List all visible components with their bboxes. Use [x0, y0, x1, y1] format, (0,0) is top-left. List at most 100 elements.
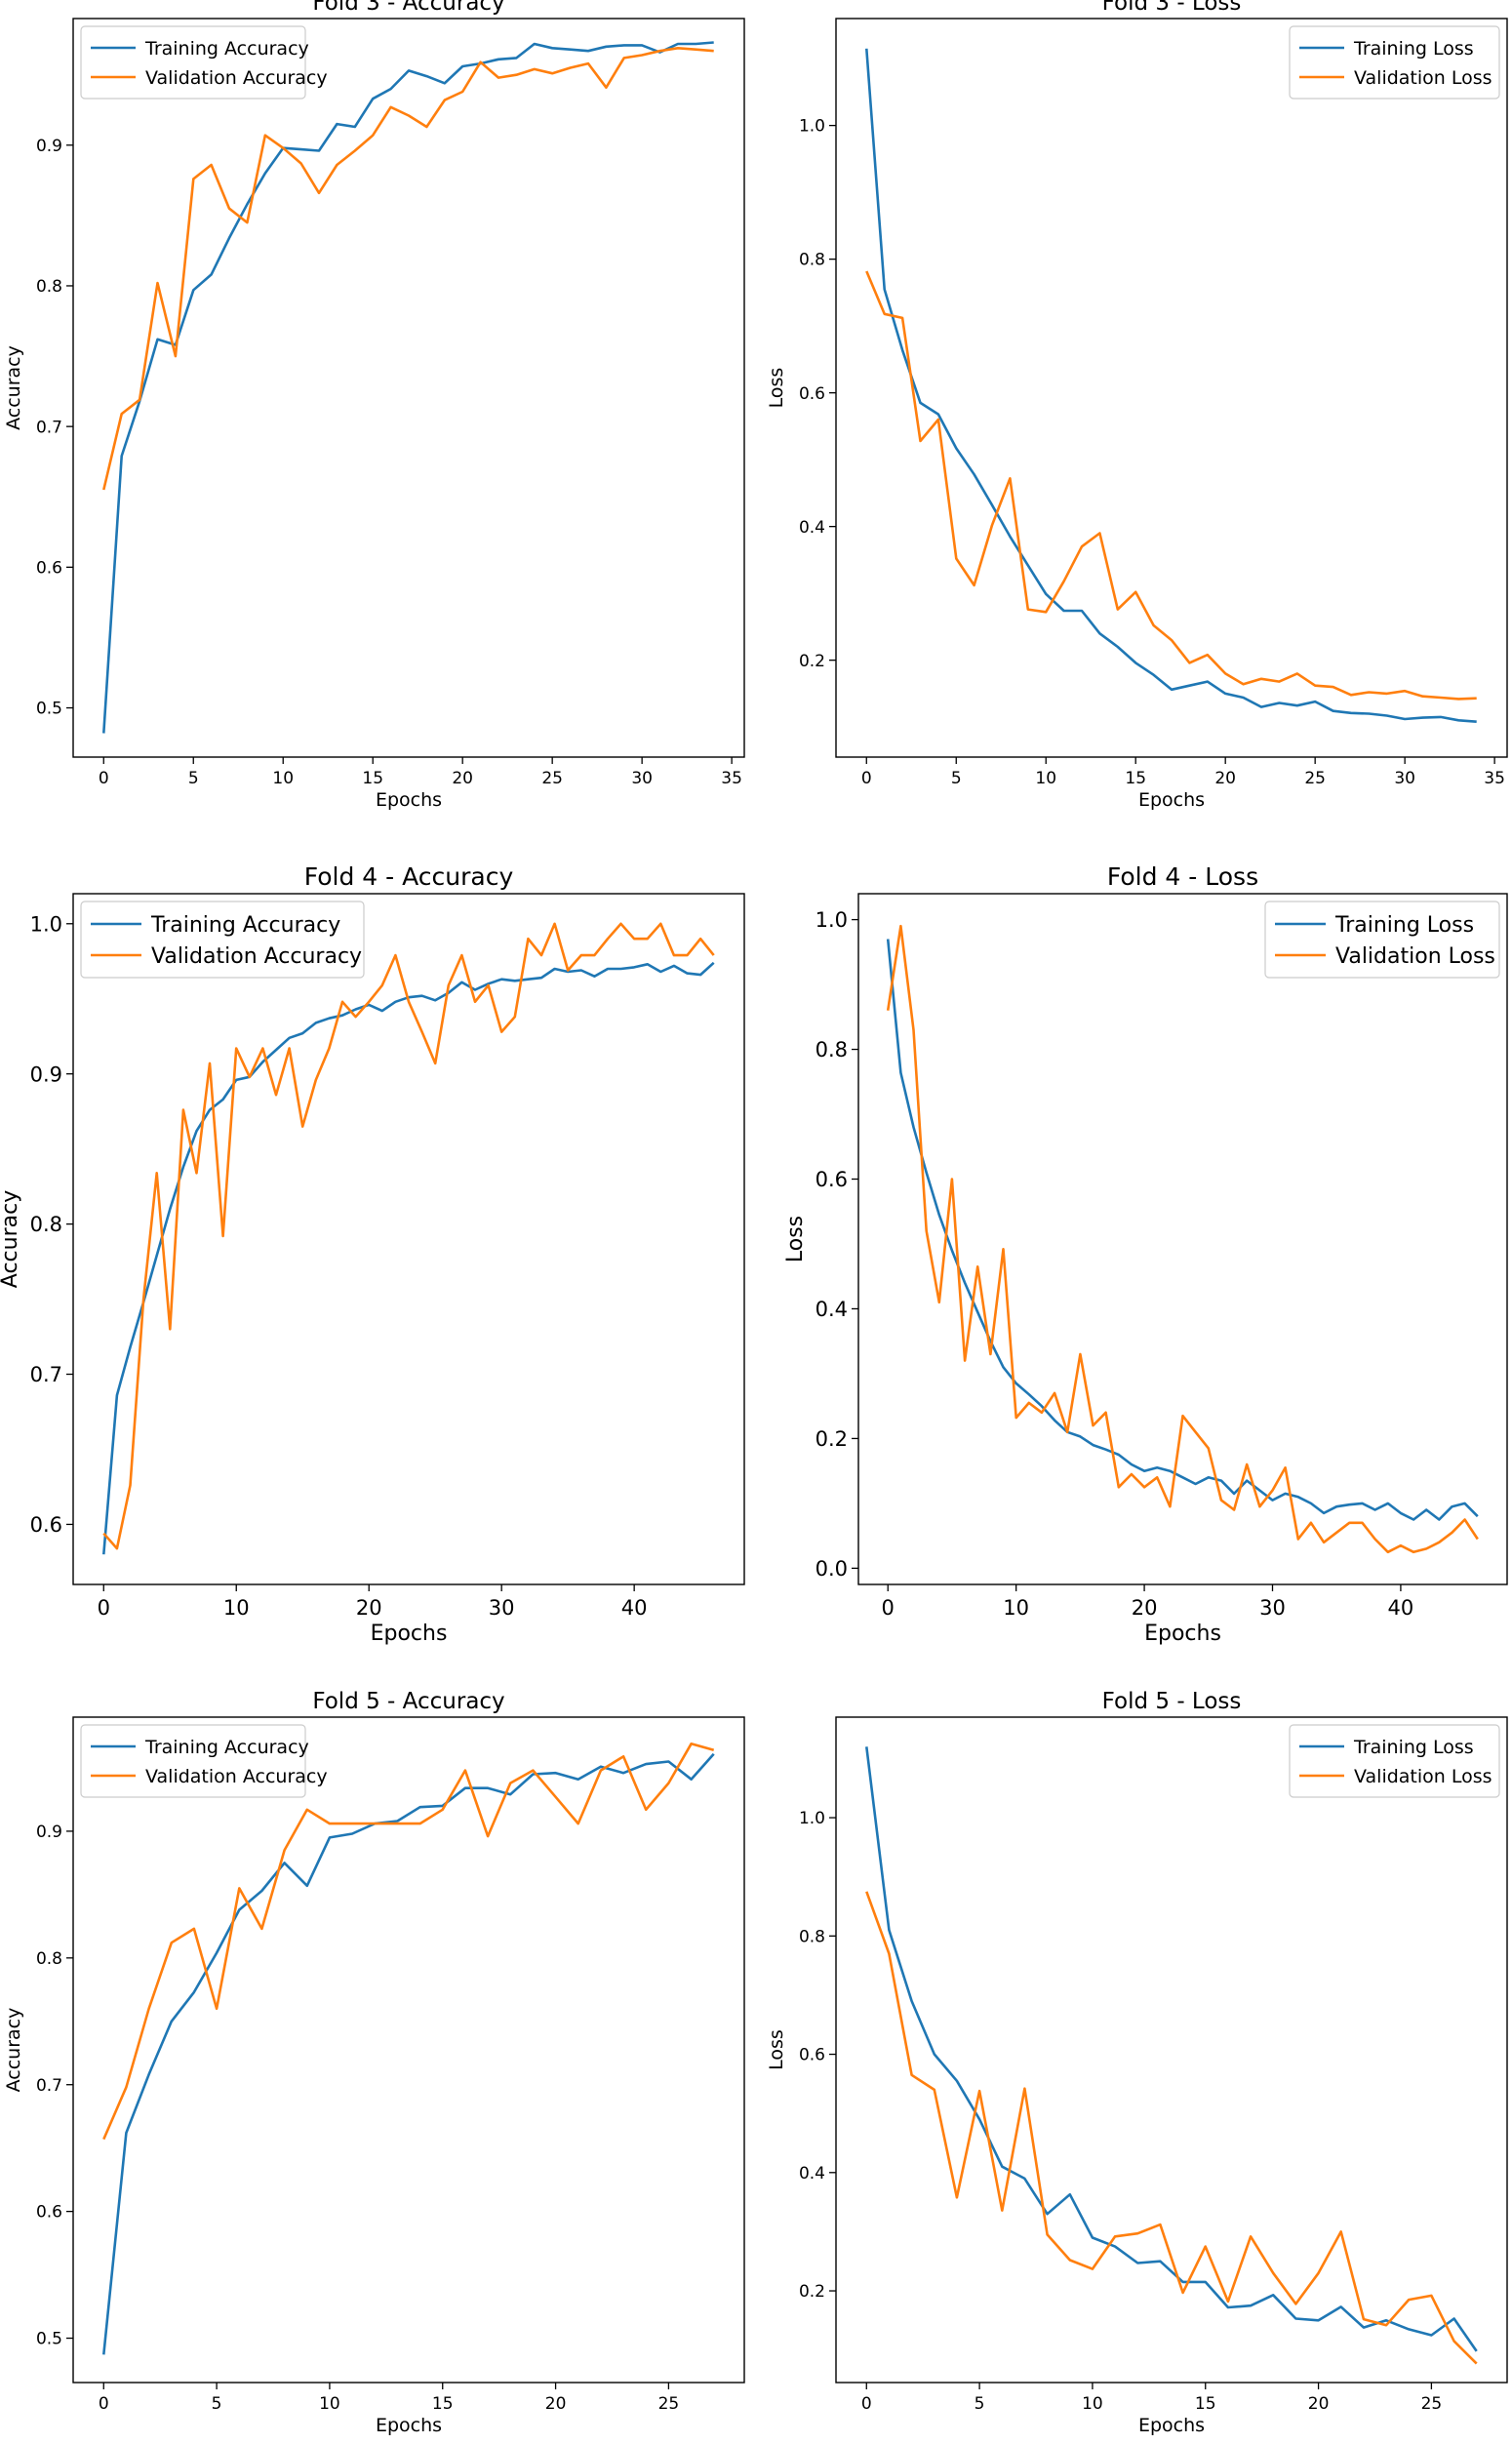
- y-tick-label: 0.8: [816, 1038, 848, 1062]
- y-axis-label: Loss: [783, 1216, 808, 1262]
- x-tick-label: 20: [356, 1596, 382, 1620]
- chart-title: Fold 5 - Loss: [1102, 1689, 1242, 1714]
- x-tick-label: 25: [658, 2394, 680, 2414]
- y-tick-label: 0.5: [36, 2330, 62, 2349]
- chart-panel-4: 0 10 20 30 40 0.0 0.2 0.4 0.6 0.8 1.0 Fold 4 - Loss…: [783, 862, 1508, 1646]
- legend-label-training: Training Accuracy: [144, 1737, 309, 1758]
- x-tick-label: 20: [452, 769, 473, 788]
- x-tick-label: 25: [1421, 2394, 1443, 2414]
- series-line-validation: [102, 1743, 715, 2141]
- y-tick-label: 0.6: [799, 2046, 825, 2065]
- y-tick-label: 0.9: [36, 1823, 62, 1842]
- x-tick-label: 30: [1394, 769, 1415, 788]
- x-tick-label: 15: [432, 2394, 454, 2414]
- x-tick-label: 30: [631, 769, 653, 788]
- legend-label-validation: Validation Accuracy: [145, 67, 328, 89]
- y-tick-label: 0.2: [799, 652, 825, 671]
- series-line-training: [102, 1752, 715, 2355]
- series-line-training: [886, 939, 1479, 1521]
- y-tick-label: 0.8: [36, 277, 62, 297]
- y-tick-label: 0.8: [799, 251, 825, 270]
- y-axis-label: Accuracy: [0, 1190, 22, 1288]
- legend-box: [80, 901, 365, 979]
- y-axis-label: Accuracy: [3, 2008, 24, 2093]
- x-tick-label: 5: [975, 2394, 985, 2414]
- y-tick-label: 0.9: [30, 1062, 62, 1086]
- x-axis-label: Epochs: [1138, 2415, 1205, 2436]
- y-tick-label: 0.4: [799, 518, 825, 538]
- legend-label-training: Training Accuracy: [144, 38, 309, 60]
- series-line-training: [865, 1746, 1478, 2352]
- series-line-training: [102, 961, 715, 1555]
- x-axis-label: Epochs: [376, 789, 442, 811]
- x-tick-label: 10: [1082, 2394, 1103, 2414]
- chart-panel-3: 0 10 20 30 40 0.6 0.7 0.8 0.9 1.0 Fold 4 - Accurac…: [0, 862, 745, 1646]
- y-tick-label: 0.6: [36, 2203, 62, 2223]
- y-tick-label: 1.0: [799, 1809, 825, 1828]
- x-tick-label: 0: [98, 1596, 110, 1620]
- x-tick-label: 5: [188, 769, 199, 788]
- chart-title: Fold 4 - Accuracy: [304, 862, 514, 891]
- x-tick-label: 20: [545, 2394, 567, 2414]
- legend-box: [1264, 901, 1500, 979]
- legend: Training Loss Validation Loss: [1289, 25, 1500, 100]
- x-tick-label: 20: [1132, 1596, 1158, 1620]
- x-tick-label: 40: [621, 1596, 648, 1620]
- y-tick-label: 0.6: [30, 1513, 62, 1537]
- legend: Training Accuracy Validation Accuracy: [80, 25, 328, 100]
- x-tick-label: 40: [1388, 1596, 1414, 1620]
- x-tick-label: 35: [1484, 769, 1505, 788]
- series-line-validation: [886, 924, 1479, 1554]
- y-tick-label: 0.8: [799, 1927, 825, 1946]
- legend-box: [1289, 1724, 1500, 1798]
- legend: Training Loss Validation Loss: [1264, 901, 1500, 979]
- y-tick-label: 0.6: [816, 1168, 848, 1191]
- y-tick-label: 0.9: [36, 137, 62, 156]
- x-tick-label: 10: [1003, 1596, 1029, 1620]
- y-tick-label: 0.2: [816, 1427, 848, 1451]
- x-tick-label: 5: [212, 2394, 222, 2414]
- x-tick-label: 10: [223, 1596, 250, 1620]
- x-tick-label: 35: [721, 769, 742, 788]
- x-tick-label: 30: [1259, 1596, 1286, 1620]
- chart-panel-2: 0 5 10 15 20 25 30 35 0.2 0.4 0.6 0.8 1.0 Fold 3 - Lo…: [766, 0, 1508, 811]
- plot-frame: [72, 18, 745, 758]
- y-axis-label: Loss: [766, 2029, 787, 2070]
- y-tick-label: 0.8: [36, 1949, 62, 1969]
- legend-label-validation: Validation Loss: [1354, 1766, 1492, 1787]
- y-tick-label: 0.7: [36, 2076, 62, 2096]
- x-axis-label: Epochs: [376, 2415, 442, 2436]
- x-tick-label: 15: [362, 769, 383, 788]
- y-tick-label: 0.2: [799, 2282, 825, 2302]
- plot-frame: [72, 893, 745, 1585]
- x-tick-label: 0: [861, 769, 872, 788]
- chart-title: Fold 3 - Loss: [1102, 0, 1242, 16]
- x-tick-label: 0: [882, 1596, 895, 1620]
- series-line-validation: [102, 46, 714, 491]
- x-tick-label: 20: [1214, 769, 1236, 788]
- x-tick-label: 10: [1035, 769, 1056, 788]
- y-tick-label: 0.7: [36, 418, 62, 437]
- y-tick-label: 0.7: [30, 1363, 62, 1386]
- y-tick-label: 0.6: [36, 558, 62, 578]
- legend-box: [1289, 25, 1500, 100]
- legend-label-validation: Validation Loss: [1335, 944, 1495, 969]
- legend-label-training: Training Loss: [1353, 38, 1474, 60]
- x-axis-label: Epochs: [371, 1622, 448, 1646]
- y-tick-label: 0.4: [816, 1298, 848, 1321]
- x-tick-label: 20: [1308, 2394, 1330, 2414]
- y-tick-label: 0.0: [816, 1557, 848, 1581]
- legend-label-validation: Validation Loss: [1354, 67, 1492, 89]
- y-tick-label: 0.6: [799, 384, 825, 404]
- x-tick-label: 5: [951, 769, 962, 788]
- chart-panel-5: 0 5 10 15 20 25 0.5 0.6 0.7 0.8 0.9 Fold 5 - Accura…: [3, 1689, 745, 2436]
- legend-box: [80, 25, 306, 100]
- x-tick-label: 0: [99, 769, 109, 788]
- y-axis-label: Accuracy: [3, 345, 24, 430]
- plot-frame: [835, 1716, 1508, 2384]
- x-axis-label: Epochs: [1138, 789, 1205, 811]
- legend: Training Accuracy Validation Accuracy: [80, 1724, 328, 1798]
- legend-label-training: Training Loss: [1334, 913, 1474, 938]
- x-tick-label: 10: [319, 2394, 340, 2414]
- y-tick-label: 1.0: [816, 908, 848, 932]
